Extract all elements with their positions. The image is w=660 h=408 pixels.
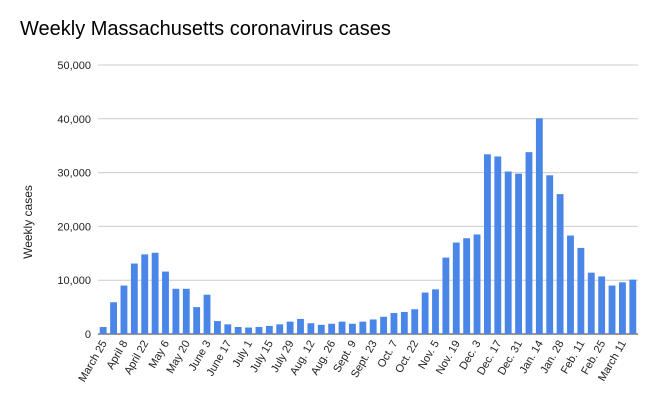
- bar: [535, 118, 543, 334]
- y-axis-label: Weekly cases: [21, 185, 35, 259]
- bar: [203, 294, 211, 334]
- bar: [297, 318, 304, 334]
- bar: [515, 173, 522, 334]
- bar: [577, 247, 585, 334]
- bar: [151, 252, 159, 334]
- chart-title: Weekly Massachusetts coronavirus cases: [20, 18, 391, 40]
- bar: [380, 316, 387, 334]
- bars: [99, 118, 637, 334]
- bar: [432, 289, 439, 334]
- y-tick-label: 10,000: [57, 275, 91, 287]
- bar: [349, 323, 356, 334]
- bar: [452, 242, 460, 334]
- bar: [110, 302, 117, 334]
- bar: [307, 323, 315, 334]
- bar: [598, 276, 606, 334]
- y-tick-label: 40,000: [57, 114, 91, 126]
- bar: [608, 285, 616, 334]
- bar: [338, 321, 346, 334]
- bar: [234, 327, 242, 334]
- bar: [567, 235, 574, 334]
- bar: [400, 311, 408, 334]
- bar: [141, 254, 149, 334]
- bar: [619, 282, 626, 334]
- bar: [276, 324, 284, 334]
- bar: [525, 152, 533, 334]
- bar: [546, 175, 554, 334]
- bar: [442, 257, 450, 334]
- bar: [245, 327, 252, 334]
- bar: [265, 325, 273, 334]
- bar: [328, 323, 336, 334]
- bar: [390, 313, 398, 334]
- x-tick-label: March 25: [76, 339, 109, 385]
- bar: [411, 309, 419, 334]
- bar: [214, 321, 221, 334]
- y-tick-label: 0: [85, 329, 91, 341]
- bar: [317, 324, 325, 334]
- bar: [193, 307, 201, 334]
- bar: [556, 194, 564, 334]
- bar: [587, 272, 595, 334]
- bar: [120, 285, 128, 334]
- bar: [359, 321, 367, 334]
- bar: [369, 319, 377, 334]
- bar: [162, 271, 169, 334]
- bar: [286, 321, 294, 334]
- bar: [484, 154, 491, 334]
- bar: [172, 288, 180, 334]
- bar: [99, 327, 107, 334]
- bar: [494, 156, 502, 334]
- bar: [182, 288, 190, 334]
- bar: [130, 263, 138, 334]
- bar: [463, 238, 471, 334]
- bar: [473, 234, 481, 334]
- bar: [629, 279, 637, 334]
- bar: [421, 292, 429, 334]
- bar: [224, 324, 232, 334]
- y-axis-ticks: 0 10,000 20,000 30,000 40,000 50,000: [57, 60, 91, 341]
- y-tick-label: 50,000: [57, 60, 91, 72]
- y-tick-label: 20,000: [57, 221, 91, 233]
- y-tick-label: 30,000: [57, 168, 91, 180]
- bar: [255, 327, 263, 334]
- bar: [504, 171, 512, 334]
